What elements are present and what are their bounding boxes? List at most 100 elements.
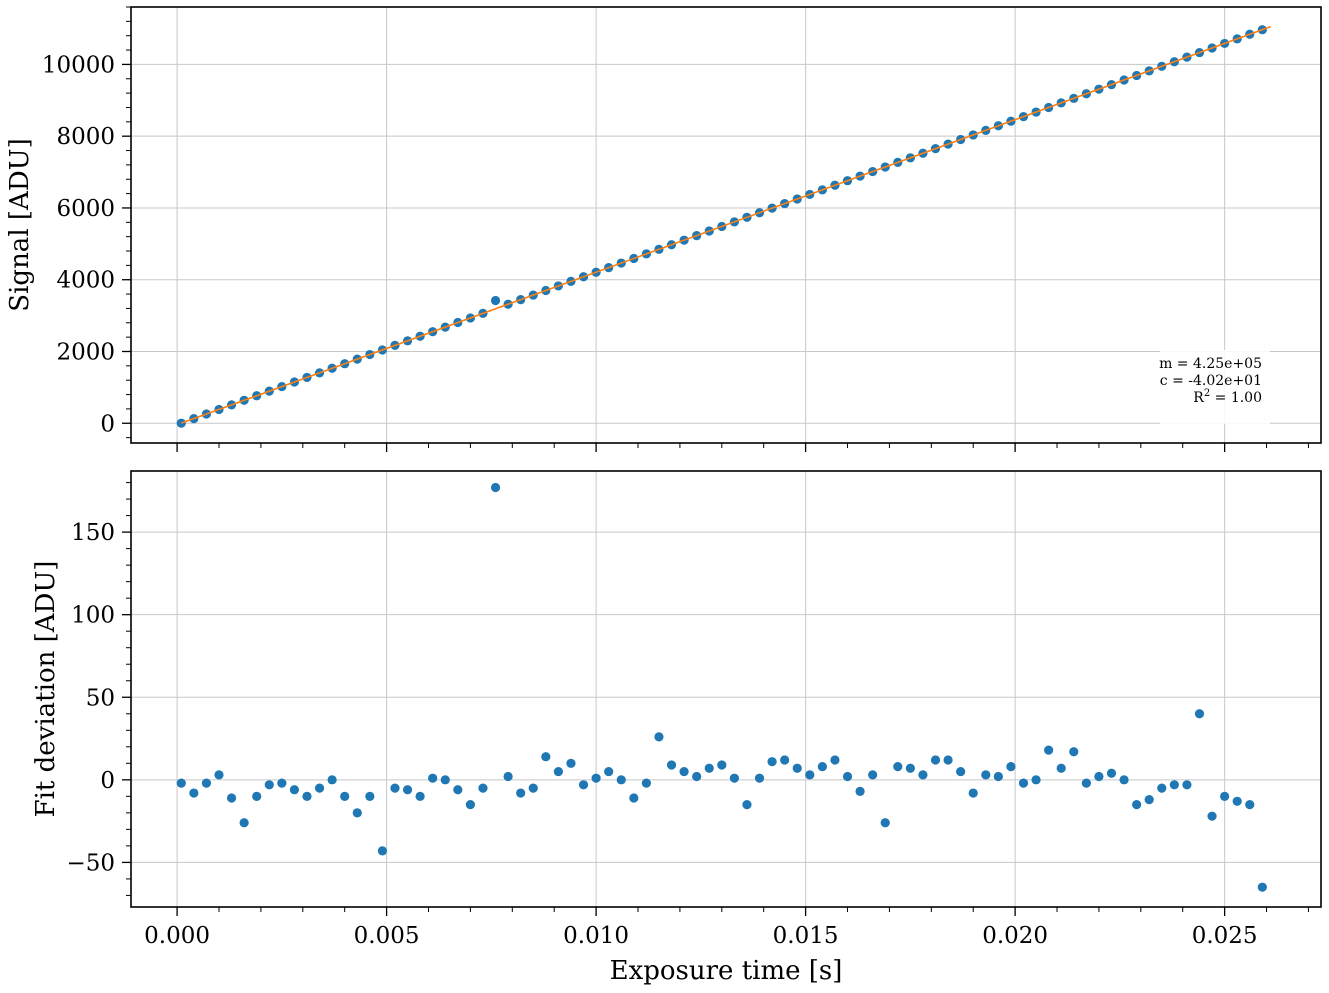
residual-point bbox=[440, 775, 450, 785]
residual-point bbox=[516, 788, 526, 798]
residual-point bbox=[226, 793, 237, 803]
annotation-r2-value: = 1.00 bbox=[1210, 390, 1262, 406]
signal-point bbox=[176, 418, 186, 428]
residual-point bbox=[792, 763, 802, 773]
residual-point bbox=[692, 771, 702, 782]
x-tick-label: 0.025 bbox=[1192, 923, 1258, 949]
residual-point bbox=[415, 791, 425, 801]
residual-point bbox=[578, 780, 589, 790]
residual-point bbox=[1069, 747, 1079, 757]
residual-point bbox=[365, 791, 375, 801]
y-axis-label: Fit deviation [ADU] bbox=[31, 561, 61, 818]
residual-point bbox=[314, 783, 325, 793]
residual-point bbox=[1257, 882, 1267, 892]
residual-point bbox=[767, 757, 777, 767]
residual-point bbox=[553, 766, 563, 777]
residual-point bbox=[390, 783, 400, 793]
residual-point bbox=[704, 763, 714, 773]
annotation-intercept: c = -4.02e+01 bbox=[1160, 373, 1262, 389]
residual-point bbox=[1106, 768, 1117, 778]
plot-frame bbox=[130, 6, 1322, 444]
x-tick-label: 0.005 bbox=[354, 923, 420, 949]
residual-point bbox=[1220, 791, 1230, 801]
residual-point bbox=[930, 755, 941, 765]
residual-point bbox=[490, 482, 501, 493]
signal-point bbox=[490, 295, 501, 306]
residual-point bbox=[1194, 709, 1205, 719]
x-tick-label: 0.000 bbox=[144, 923, 210, 949]
residual-point bbox=[842, 771, 853, 782]
residual-point bbox=[1245, 800, 1255, 810]
residual-point bbox=[981, 770, 991, 780]
residual-point bbox=[1094, 771, 1104, 782]
y-tick-label: 2000 bbox=[56, 339, 115, 365]
y-tick-label: 4000 bbox=[56, 268, 115, 294]
residual-point bbox=[239, 818, 249, 828]
residual-point bbox=[302, 791, 312, 801]
residual-point bbox=[252, 791, 262, 801]
residual-point bbox=[1006, 762, 1016, 772]
residual-point bbox=[666, 760, 677, 770]
residual-point bbox=[641, 778, 651, 788]
residual-point bbox=[717, 760, 727, 770]
residual-point bbox=[264, 780, 274, 790]
annotation-r2-sup: 2 bbox=[1204, 388, 1210, 399]
residual-point bbox=[478, 783, 488, 793]
residual-point bbox=[402, 785, 413, 795]
y-tick-label: 100 bbox=[71, 603, 115, 629]
residual-point bbox=[1182, 780, 1192, 790]
residual-point bbox=[377, 846, 388, 856]
residual-point bbox=[201, 778, 212, 788]
residual-point bbox=[214, 770, 224, 780]
residual-point bbox=[352, 808, 362, 818]
residual-point bbox=[503, 771, 513, 782]
residual-point bbox=[453, 785, 463, 795]
plot-frame bbox=[130, 470, 1322, 908]
residual-point bbox=[1044, 745, 1054, 755]
y-tick-label: 150 bbox=[71, 520, 115, 546]
residual-point bbox=[742, 800, 752, 810]
residual-point bbox=[880, 818, 890, 828]
residual-point bbox=[956, 766, 966, 777]
residual-point bbox=[327, 775, 337, 785]
residual-point bbox=[754, 773, 765, 783]
residual-point bbox=[189, 788, 199, 798]
y-tick-label: −50 bbox=[66, 850, 115, 876]
residual-point bbox=[1232, 796, 1242, 806]
residual-point bbox=[817, 762, 827, 772]
residual-point bbox=[1081, 778, 1091, 788]
residual-point bbox=[604, 766, 614, 777]
residual-point bbox=[340, 791, 350, 801]
bottom-panel: 0.000 0.005 0.010 0.015 0.020 0.025 −50 0 50 100 1… bbox=[31, 470, 1322, 986]
residual-point bbox=[679, 766, 689, 777]
y-tick-label: 10000 bbox=[42, 52, 115, 78]
residual-point bbox=[1132, 800, 1142, 810]
residual-point bbox=[289, 785, 300, 795]
annotation-box bbox=[1160, 350, 1270, 424]
x-axis-label: Exposure time [s] bbox=[610, 956, 843, 986]
x-tick-label: 0.010 bbox=[563, 923, 629, 949]
residual-point bbox=[905, 763, 915, 773]
residual-point bbox=[805, 770, 815, 780]
residual-point bbox=[528, 783, 538, 793]
residual-point bbox=[1018, 778, 1029, 788]
y-tick-label: 50 bbox=[86, 685, 115, 711]
residual-point bbox=[176, 778, 186, 788]
residual-point bbox=[830, 755, 840, 765]
x-tick-label: 0.020 bbox=[982, 923, 1048, 949]
residual-point bbox=[893, 762, 903, 772]
annotation-r2-prefix: R bbox=[1193, 390, 1204, 406]
residual-point bbox=[566, 758, 576, 768]
residual-point bbox=[629, 793, 639, 803]
residual-point bbox=[968, 788, 978, 798]
residual-point bbox=[1169, 780, 1179, 790]
residual-point bbox=[780, 755, 790, 765]
residual-point bbox=[1031, 775, 1041, 785]
y-tick-label: 8000 bbox=[56, 124, 115, 150]
y-tick-label: 0 bbox=[100, 768, 115, 794]
residual-point bbox=[616, 775, 626, 785]
residual-point bbox=[1056, 763, 1066, 773]
residual-point bbox=[855, 786, 865, 796]
y-axis-label: Signal [ADU] bbox=[5, 138, 35, 311]
